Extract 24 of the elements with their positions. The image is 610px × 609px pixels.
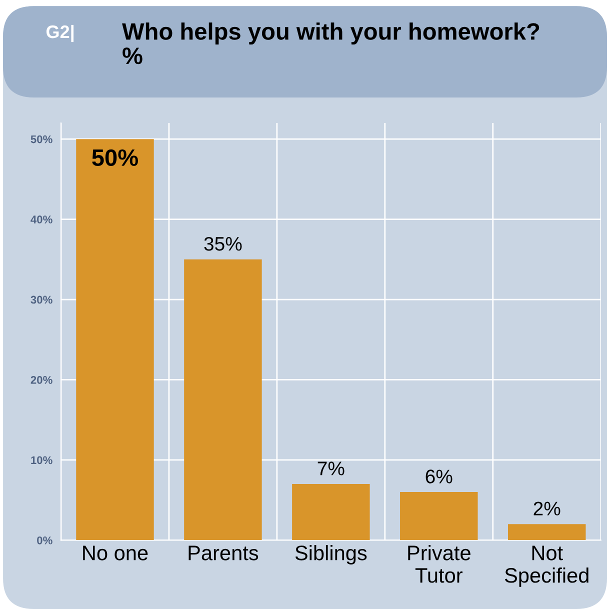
text: G2| bbox=[46, 24, 74, 42]
bar bbox=[76, 139, 154, 540]
y-tick-label: 30% bbox=[30, 296, 52, 304]
x-tick-label: Parents bbox=[188, 546, 258, 560]
data-label: 35% bbox=[204, 236, 242, 251]
data-label: 2% bbox=[534, 502, 560, 516]
x-tick-label: Siblings bbox=[295, 545, 367, 564]
data-label: 50% bbox=[92, 149, 138, 166]
chart-subtitle: % bbox=[122, 48, 142, 64]
x-tick-label: No one bbox=[83, 546, 148, 560]
y-tick-label: 50% bbox=[30, 135, 52, 144]
bar bbox=[184, 259, 262, 540]
chart-title: Who helps you with your homework? bbox=[122, 22, 540, 44]
y-tick-label: 10% bbox=[31, 456, 52, 464]
y-tick-label: 20% bbox=[30, 376, 52, 384]
bar bbox=[508, 524, 586, 540]
x-tick-label: Private Tutor bbox=[408, 545, 470, 583]
data-label: 7% bbox=[318, 462, 344, 476]
y-tick-label: 0% bbox=[37, 536, 52, 544]
bar bbox=[292, 484, 370, 540]
y-tick-label: 40% bbox=[30, 216, 52, 224]
x-tick-label: Not Specified bbox=[504, 546, 588, 587]
bar bbox=[400, 492, 478, 540]
data-label: 6% bbox=[426, 470, 452, 484]
